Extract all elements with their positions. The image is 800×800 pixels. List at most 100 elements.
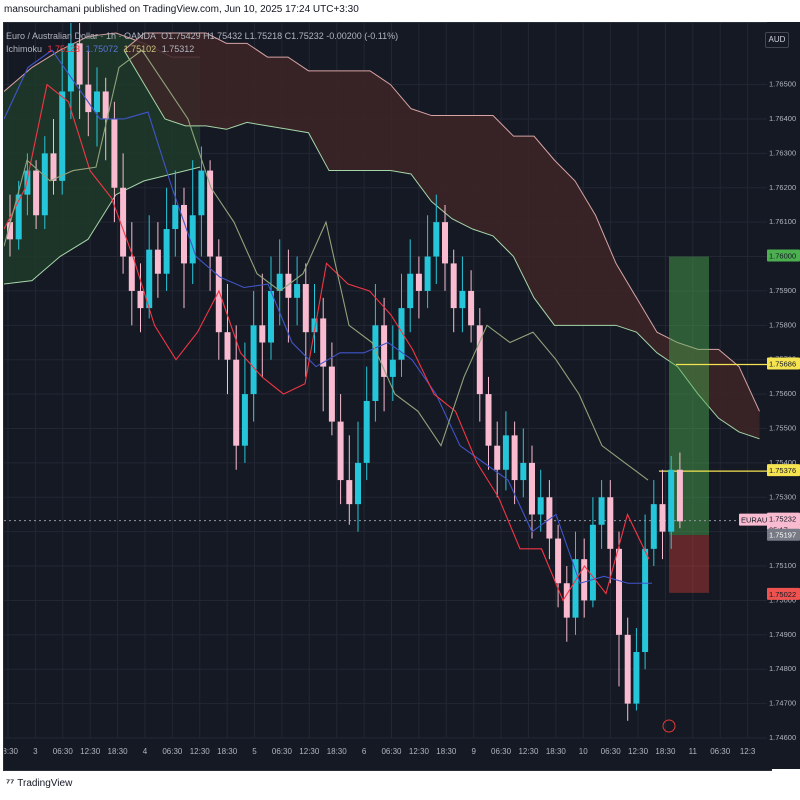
- legend-indicator-name[interactable]: Ichimoku: [6, 44, 43, 54]
- legend-indicator-row: Ichimoku 1.75123 1.75072 1.75102 1.75312: [6, 43, 398, 56]
- x-tick-label: 06:30: [601, 747, 622, 756]
- x-tick-label: 12:30: [190, 747, 211, 756]
- candle-body: [285, 273, 292, 298]
- y-tick-label: 1.75400: [769, 458, 796, 467]
- candle-body: [642, 548, 649, 653]
- candle-body: [581, 559, 588, 601]
- cloud-bearish: [124, 33, 760, 439]
- candle-body: [424, 256, 431, 291]
- candle-body: [94, 91, 100, 113]
- candle-body: [302, 284, 309, 333]
- candle-body: [485, 394, 492, 446]
- y-tick-label: 1.76100: [769, 217, 796, 226]
- legend-symbol[interactable]: Euro / Australian Dollar · 1h · OANDA: [6, 31, 156, 41]
- x-tick-label: 18:30: [327, 747, 348, 756]
- x-tick-label: 18:30: [217, 747, 238, 756]
- x-tick-label: 5: [252, 747, 257, 756]
- x-tick-label: 12:30: [80, 747, 101, 756]
- footer-brand: ⁷⁷ TradingView: [6, 778, 72, 789]
- y-tick-label: 1.75900: [769, 286, 796, 295]
- chart-panel[interactable]: 18:30 3 06:30 12:30 18:30 4 06:30 12:30 18:30 5 06…: [3, 22, 772, 771]
- y-tick-label: 1.75300: [769, 492, 796, 501]
- footer-brand-name: TradingView: [17, 778, 73, 789]
- candle-body: [320, 318, 327, 367]
- candle-body: [520, 462, 527, 481]
- tenkan-conversion-line: [4, 83, 650, 602]
- candle-body: [537, 497, 544, 515]
- candle-body: [128, 256, 135, 291]
- candle-body: [633, 652, 640, 704]
- price-tag-stop: [767, 587, 800, 600]
- cloud-bearish-span-a: [123, 49, 760, 440]
- candle-body: [189, 215, 196, 264]
- candle-body: [650, 504, 657, 549]
- x-tick-label: 9: [471, 747, 476, 756]
- candle-body: [50, 153, 57, 181]
- candle-body: [355, 462, 361, 505]
- candle-body: [85, 84, 92, 113]
- candle-body: [502, 435, 509, 470]
- candle-body: [215, 256, 222, 333]
- price-axis[interactable]: 1.76500 1.76400 1.76300 1.76200 1.76100 1.760…: [767, 22, 800, 769]
- candle-body: [102, 91, 109, 119]
- legend-ind-value: 1.75072: [85, 44, 119, 54]
- price-axis-scale: 1.76500 1.76400 1.76300 1.76200 1.76100 1.760…: [767, 80, 800, 742]
- candle-body: [372, 325, 379, 401]
- candle-body: [546, 497, 553, 539]
- tradingview-logo-icon: ⁷⁷: [6, 778, 15, 789]
- x-tick-label: 18:30: [436, 747, 457, 756]
- currency-button[interactable]: AUD: [765, 32, 789, 48]
- x-tick-label: 12:30: [299, 747, 320, 756]
- y-tick-label: 1.75500: [769, 423, 796, 432]
- candle-body: [616, 548, 622, 635]
- x-tick-label: 6: [362, 747, 367, 756]
- price-tag-level: [767, 464, 800, 477]
- price-tag-gray: [767, 528, 800, 541]
- candle-body: [15, 194, 22, 240]
- legend-ind-value: 1.75102: [123, 44, 157, 54]
- candle-body: [154, 249, 161, 274]
- candle-body: [137, 290, 144, 309]
- candle-body: [198, 170, 205, 216]
- candle-body: [572, 559, 579, 618]
- y-tick-label: 1.74800: [769, 664, 796, 673]
- candle-body: [494, 445, 501, 470]
- price-tag-target: [767, 249, 800, 262]
- candle-body: [563, 583, 570, 618]
- candle-body: [24, 170, 31, 195]
- cloud-bearish-span-b: [123, 32, 760, 412]
- event-marker-icon: [662, 719, 676, 733]
- candle-body: [59, 91, 66, 181]
- x-tick-label: 06:30: [162, 747, 183, 756]
- candle-body: [607, 497, 614, 549]
- chikou-lagging-span: [4, 49, 649, 481]
- x-tick-label: 18:30: [108, 747, 129, 756]
- candle-body: [459, 290, 466, 309]
- price-chart[interactable]: 18:30 3 06:30 12:30 18:30 4 06:30 12:30 18:30 5 06…: [4, 23, 771, 770]
- y-tick-label: 1.74700: [769, 699, 796, 708]
- x-tick-label: 18:30: [655, 747, 676, 756]
- candle-body: [207, 170, 214, 257]
- candle-body: [337, 421, 344, 481]
- candle-body: [33, 170, 40, 216]
- x-tick-label: 10: [579, 747, 588, 756]
- price-tag-label: 1.75376: [769, 466, 796, 475]
- y-tick-label: 1.74600: [769, 733, 796, 742]
- candle-body: [433, 222, 440, 257]
- price-tag-label: EURAUD: [741, 516, 771, 525]
- candle-body: [76, 43, 83, 85]
- x-tick-label: 11: [689, 747, 698, 756]
- candle-body: [250, 325, 257, 395]
- candle-body: [276, 273, 283, 291]
- legend-symbol-row: Euro / Australian Dollar · 1h · OANDA O1…: [6, 30, 398, 43]
- x-tick-label: 12:30: [628, 747, 649, 756]
- candle-body: [294, 284, 301, 298]
- candle-body: [598, 497, 605, 525]
- candle-body: [555, 538, 562, 584]
- price-tag-label: 1.75022: [769, 590, 796, 599]
- candle-body: [389, 359, 396, 377]
- candle-body: [659, 504, 666, 532]
- x-tick-label: 12:30: [518, 747, 539, 756]
- candle-body: [398, 308, 405, 360]
- y-tick-label: 1.75100: [769, 561, 796, 570]
